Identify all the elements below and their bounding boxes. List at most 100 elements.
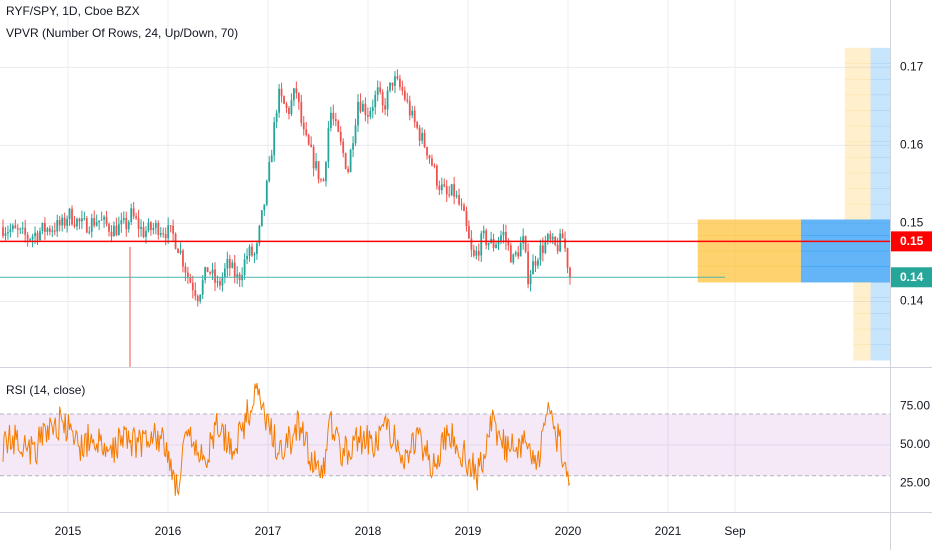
symbol-legend[interactable]: RYF/SPY, 1D, Cboe BZX [6,4,140,18]
rsi-layer [2,383,571,496]
candle-body [251,246,253,256]
candle-body [418,127,421,141]
vpvr-down-bar [800,250,890,267]
candle-body [440,184,443,191]
candle-body [182,250,184,267]
candle-body [354,125,357,144]
candle-body [78,218,81,222]
candle-body [487,243,490,246]
candle-body [115,225,118,236]
vpvr-up-bar [853,297,871,314]
candle-body [396,76,399,79]
candle-body [443,184,446,187]
volume-profile-layer [697,47,890,361]
vpvr-up-bar [697,266,801,283]
candle-body [29,239,32,241]
candle-body [310,144,313,147]
vpvr-up-bar [853,328,871,345]
candle-body [71,208,73,225]
candle-body [2,227,4,236]
candle-body [352,143,354,150]
y-tick-label: 0.14 [900,294,924,308]
candle-body [236,274,239,278]
candle-body [83,218,86,220]
candle-body [152,227,155,231]
rsi-legend[interactable]: RSI (14, close) [6,383,86,397]
candle-body [386,90,389,110]
candle-body [265,180,268,205]
vpvr-down-bar [870,172,890,189]
candle-body [278,88,281,113]
candle-body [317,161,320,180]
candle-body [228,258,231,268]
vpvr-down-bar [870,281,890,299]
vpvr-legend[interactable]: VPVR (Number Of Rows, 24, Up/Down, 70) [6,26,239,40]
vpvr-down-bar [800,235,890,252]
candle-body [140,226,142,229]
candle-body [519,243,522,257]
candle-body [408,100,411,116]
candle-body [433,165,436,167]
candle-body [58,220,61,226]
candle-body [51,230,54,232]
candle-body [569,267,571,278]
price-layer [0,69,890,367]
candle-body [546,234,549,242]
candle-body [453,184,456,197]
rsi-y-tick-label: 25.00 [900,476,930,490]
vpvr-down-bar [870,63,890,80]
rsi-line [2,383,571,496]
candle-body [327,128,330,162]
candle-body [258,225,261,244]
candle-body [539,245,542,261]
candle-body [117,224,120,236]
candle-body [566,248,569,268]
candle-body [512,254,515,263]
candle-body [500,235,502,241]
candle-body [246,255,248,260]
candle-body [517,252,520,257]
candle-body [505,231,507,242]
candle-body [113,225,115,237]
candle-body [280,88,283,97]
candle-body [169,225,172,227]
candle-body [480,233,483,256]
candle-body [34,232,36,237]
candle-body [7,232,9,234]
vpvr-up-bar [844,94,871,111]
vpvr-down-bar [870,297,890,314]
candle-body [384,105,387,110]
candle-body [502,231,505,236]
candle-body [98,220,101,223]
candle-body [154,222,157,228]
candle-body [534,261,537,266]
candle-body [413,110,416,123]
candle-body [347,168,350,172]
candle-body [9,229,12,233]
candle-body [544,241,547,253]
candle-body [85,218,88,233]
candle-body [495,244,497,248]
candle-body [63,217,66,226]
candle-body [130,208,133,222]
candle-body [549,234,552,240]
candle-body [369,111,372,117]
candle-body [322,179,325,182]
candle-body [221,277,224,286]
vpvr-down-bar [870,313,890,330]
candle-body [172,225,174,234]
candle-body [529,274,532,285]
vpvr-up-bar [697,235,801,252]
vpvr-down-bar [870,47,890,64]
candle-body [551,236,554,240]
candle-body [344,153,347,169]
candle-body [541,245,544,253]
candle-body [189,277,192,283]
x-tick-label: 2018 [355,524,382,538]
x-tick-label: 2020 [555,524,582,538]
candle-body [100,219,103,221]
candle-body [39,231,41,241]
candle-body [307,134,310,145]
